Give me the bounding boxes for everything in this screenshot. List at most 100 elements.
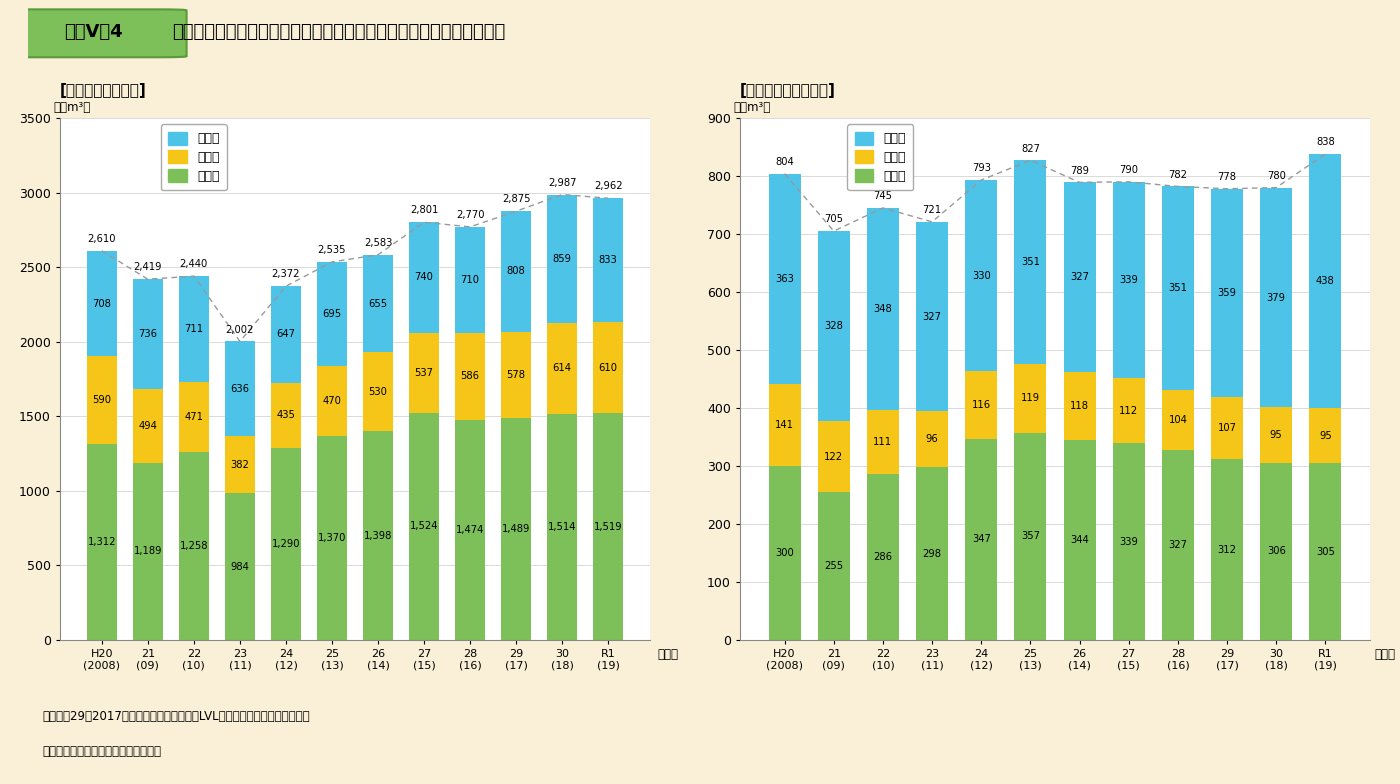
Text: 2,987: 2,987 — [547, 178, 577, 187]
Bar — [965, 180, 997, 372]
Text: 300: 300 — [776, 548, 794, 558]
FancyBboxPatch shape — [1, 9, 186, 57]
Text: 298: 298 — [923, 549, 942, 558]
Bar — [594, 322, 623, 413]
Text: 資料：農林水産省「木材需給報告書」: 資料：農林水産省「木材需給報告書」 — [42, 745, 161, 758]
Text: 695: 695 — [322, 309, 342, 319]
Text: 494: 494 — [139, 421, 157, 431]
Text: 1,474: 1,474 — [456, 525, 484, 535]
Text: 2,610: 2,610 — [88, 234, 116, 244]
Text: 1,189: 1,189 — [133, 546, 162, 557]
Text: 1,514: 1,514 — [547, 522, 577, 532]
Text: 327: 327 — [1070, 272, 1089, 282]
Bar — [363, 255, 393, 353]
Bar — [547, 194, 577, 323]
Text: 827: 827 — [1021, 143, 1040, 154]
Text: 1,370: 1,370 — [318, 533, 346, 543]
Text: 328: 328 — [825, 321, 843, 331]
Text: 2,440: 2,440 — [179, 260, 209, 270]
Text: 1,398: 1,398 — [364, 531, 392, 541]
Bar — [409, 332, 440, 412]
Bar — [316, 365, 347, 436]
Bar — [1113, 182, 1145, 379]
Text: 1,519: 1,519 — [594, 521, 623, 532]
Text: 2,002: 2,002 — [225, 325, 253, 335]
Text: 736: 736 — [139, 329, 157, 339]
Text: 1,312: 1,312 — [88, 537, 116, 547]
Bar — [1162, 390, 1194, 450]
Bar — [501, 418, 531, 640]
Bar — [316, 436, 347, 640]
Text: （年）: （年） — [657, 648, 678, 661]
Text: 530: 530 — [368, 387, 388, 397]
Text: 286: 286 — [874, 552, 892, 562]
Bar — [363, 353, 393, 431]
Bar — [179, 382, 209, 452]
Text: 711: 711 — [185, 324, 203, 334]
Text: 351: 351 — [1021, 257, 1040, 267]
Text: 327: 327 — [923, 312, 942, 321]
Text: 790: 790 — [1119, 165, 1138, 175]
Bar — [867, 410, 899, 474]
Bar — [272, 448, 301, 640]
Text: 344: 344 — [1070, 535, 1089, 545]
Bar — [179, 452, 209, 640]
Text: 107: 107 — [1218, 423, 1236, 433]
Text: 636: 636 — [231, 384, 249, 394]
Bar — [1162, 187, 1194, 390]
Bar — [133, 279, 162, 389]
Text: 2,770: 2,770 — [456, 210, 484, 220]
Text: 119: 119 — [1021, 394, 1040, 404]
Bar — [1015, 364, 1046, 433]
Bar — [1113, 444, 1145, 640]
Text: 1,258: 1,258 — [179, 541, 209, 551]
Bar — [1113, 379, 1145, 444]
Bar — [547, 323, 577, 414]
Legend: 福島県, 宮城県, 岩手県: 福島県, 宮城県, 岩手県 — [161, 124, 227, 191]
Text: 578: 578 — [507, 370, 525, 379]
Text: 95: 95 — [1270, 430, 1282, 440]
Bar — [916, 467, 948, 640]
Text: [製材品出荷量の推移]: [製材品出荷量の推移] — [741, 83, 836, 99]
Bar — [409, 412, 440, 640]
Text: 2,419: 2,419 — [133, 263, 162, 272]
Text: 740: 740 — [414, 272, 434, 282]
Text: 255: 255 — [825, 561, 843, 571]
Bar — [87, 445, 116, 640]
Text: 2,372: 2,372 — [272, 270, 300, 279]
Bar — [1211, 459, 1243, 640]
Bar — [133, 389, 162, 463]
Text: 112: 112 — [1119, 406, 1138, 416]
Text: 710: 710 — [461, 275, 480, 285]
Text: [素材生産量の推移]: [素材生産量の推移] — [60, 83, 147, 99]
Text: 2,535: 2,535 — [318, 245, 346, 255]
Text: 118: 118 — [1070, 401, 1089, 412]
Text: 655: 655 — [368, 299, 388, 309]
Text: 2,801: 2,801 — [410, 205, 438, 216]
Bar — [867, 474, 899, 640]
Bar — [769, 174, 801, 384]
Text: 111: 111 — [874, 437, 892, 447]
Bar — [1309, 408, 1341, 463]
Text: 122: 122 — [825, 452, 843, 462]
Text: 347: 347 — [972, 535, 991, 544]
Text: 2,875: 2,875 — [501, 194, 531, 205]
Text: 438: 438 — [1316, 276, 1334, 286]
Text: 537: 537 — [414, 368, 434, 378]
Bar — [1064, 372, 1096, 441]
Text: 804: 804 — [776, 157, 794, 167]
Text: 610: 610 — [599, 363, 617, 373]
Text: 789: 789 — [1070, 165, 1089, 176]
Text: 705: 705 — [825, 214, 843, 224]
Text: 95: 95 — [1319, 430, 1331, 441]
Bar — [818, 421, 850, 492]
Text: 351: 351 — [1169, 283, 1187, 293]
Text: 306: 306 — [1267, 546, 1285, 557]
Text: 780: 780 — [1267, 171, 1285, 181]
Bar — [1015, 161, 1046, 364]
Bar — [316, 262, 347, 365]
Bar — [818, 492, 850, 640]
Text: 793: 793 — [972, 163, 991, 173]
Text: 435: 435 — [277, 410, 295, 420]
Text: 1,290: 1,290 — [272, 539, 300, 549]
